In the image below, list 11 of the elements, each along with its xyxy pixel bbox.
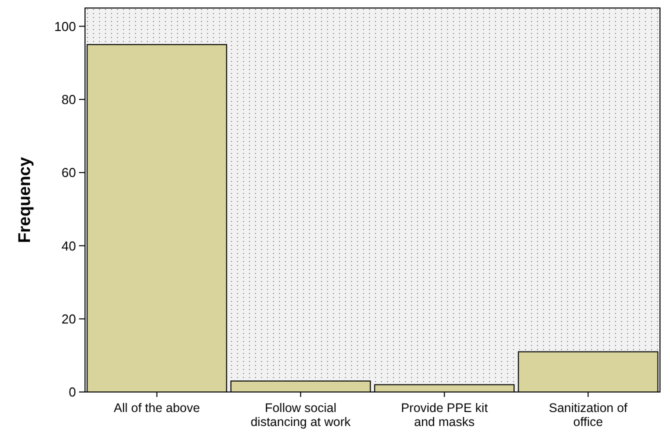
x-tick-label: Provide PPE kit and masks [400, 401, 488, 429]
x-tick-label: All of the above [114, 401, 200, 415]
y-tick-label: 60 [62, 165, 76, 180]
y-tick-label: 20 [62, 311, 76, 326]
y-tick-label: 40 [62, 238, 76, 254]
y-axis-title: Frequency [15, 156, 34, 243]
y-tick-label: 100 [54, 18, 76, 34]
x-tick-label: Follow social distancing at work [250, 401, 352, 429]
y-tick-label: 80 [62, 92, 76, 107]
x-tick-label: Sanitization of office [548, 401, 628, 429]
y-tick-label: 0 [68, 384, 76, 400]
